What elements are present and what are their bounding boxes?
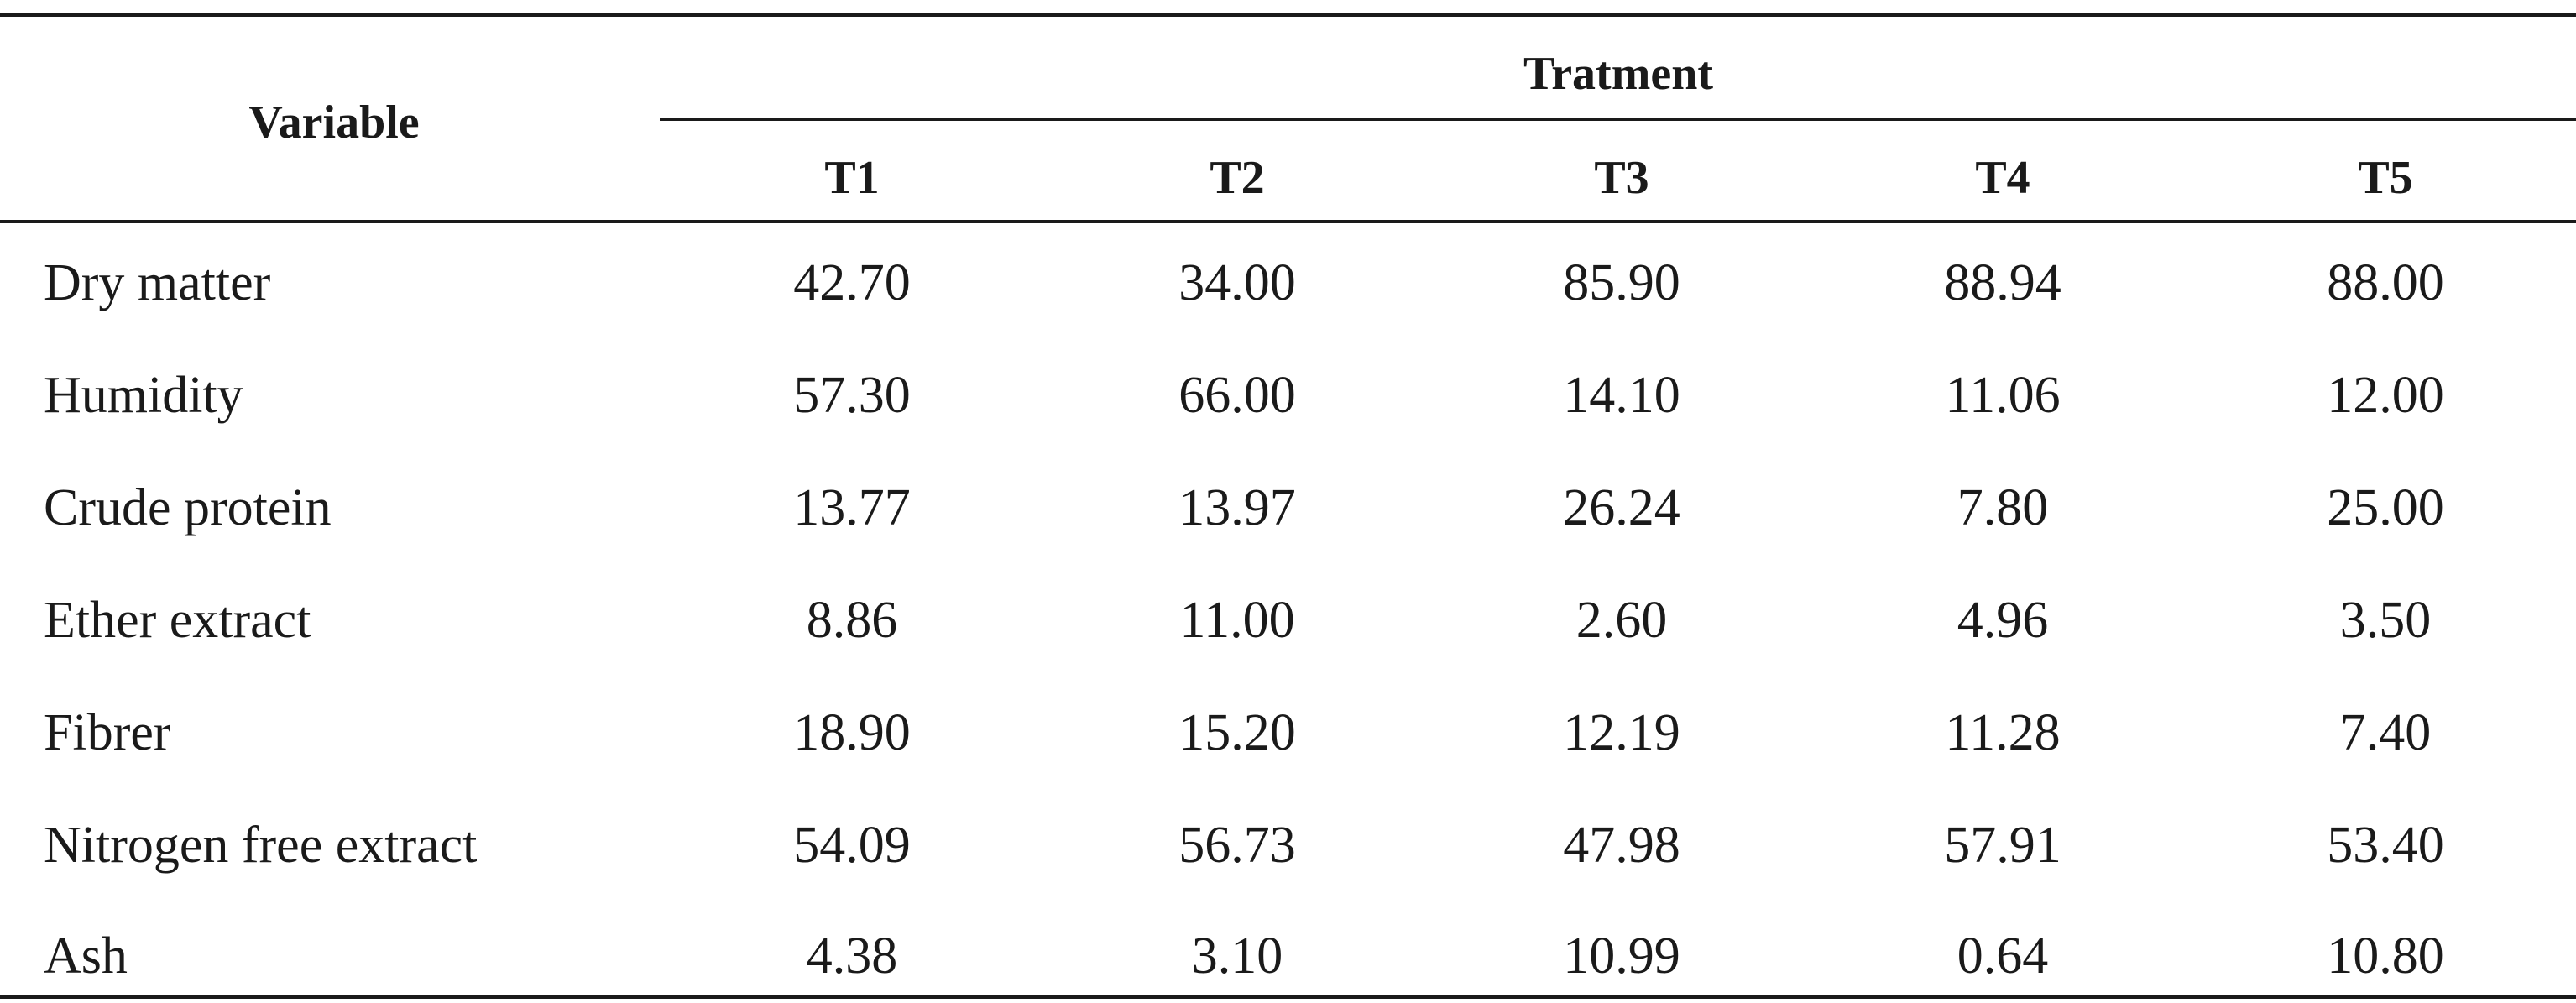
value-cell-t3: 2.60 (1575, 592, 1668, 649)
value-cell-t5: 7.40 (2339, 704, 2432, 761)
value-cell-t2: 15.20 (1178, 704, 1296, 761)
value-cell-t1: 18.90 (793, 704, 911, 761)
value-cell-t4: 57.91 (1944, 817, 2061, 874)
value-cell-t1: 13.77 (793, 479, 911, 536)
value-cell-t3: 85.90 (1563, 254, 1680, 311)
treatment-header-t5: T5 (2358, 152, 2413, 204)
treatment-header-t1: T1 (824, 152, 880, 204)
row-label: Ash (44, 927, 128, 985)
value-cell-t4: 7.80 (1957, 479, 2049, 536)
value-cell-t1: 42.70 (793, 254, 911, 311)
value-cell-t4: 88.94 (1944, 254, 2061, 311)
row-label: Humidity (44, 367, 243, 424)
treatment-group-rule (660, 118, 2576, 121)
row-label: Ether extract (44, 592, 311, 649)
value-cell-t2: 13.97 (1178, 479, 1296, 536)
value-cell-t5: 53.40 (2327, 817, 2444, 874)
treatment-header-t3: T3 (1594, 152, 1649, 204)
value-cell-t4: 4.96 (1957, 592, 2049, 649)
treatment-header-t2: T2 (1210, 152, 1265, 204)
value-cell-t4: 0.64 (1957, 927, 2049, 985)
value-cell-t3: 12.19 (1563, 704, 1680, 761)
value-cell-t3: 47.98 (1563, 817, 1680, 874)
variable-column-header: Variable (248, 97, 420, 149)
value-cell-t2: 34.00 (1178, 254, 1296, 311)
value-cell-t1: 4.38 (806, 927, 898, 985)
value-cell-t5: 3.50 (2339, 592, 2432, 649)
row-label: Dry matter (44, 254, 271, 311)
value-cell-t3: 14.10 (1563, 367, 1680, 424)
value-cell-t3: 10.99 (1563, 927, 1680, 985)
treatment-header-t4: T4 (1975, 152, 2030, 204)
row-label: Nitrogen free extract (44, 817, 478, 874)
header-bottom-rule (0, 220, 2576, 223)
value-cell-t2: 66.00 (1178, 367, 1296, 424)
treatment-group-header: Tratment (1523, 48, 1713, 100)
table-top-rule (0, 13, 2576, 17)
value-cell-t2: 3.10 (1191, 927, 1283, 985)
value-cell-t3: 26.24 (1563, 479, 1680, 536)
row-label: Fibrer (44, 704, 171, 761)
value-cell-t1: 54.09 (793, 817, 911, 874)
value-cell-t5: 10.80 (2327, 927, 2444, 985)
value-cell-t1: 8.86 (806, 592, 898, 649)
value-cell-t5: 12.00 (2327, 367, 2444, 424)
value-cell-t5: 88.00 (2327, 254, 2444, 311)
value-cell-t2: 11.00 (1179, 592, 1295, 649)
row-label: Crude protein (44, 479, 332, 536)
value-cell-t4: 11.06 (1945, 367, 2061, 424)
value-cell-t5: 25.00 (2327, 479, 2444, 536)
value-cell-t2: 56.73 (1178, 817, 1296, 874)
table-bottom-rule (0, 995, 2576, 999)
value-cell-t4: 11.28 (1945, 704, 2061, 761)
value-cell-t1: 57.30 (793, 367, 911, 424)
